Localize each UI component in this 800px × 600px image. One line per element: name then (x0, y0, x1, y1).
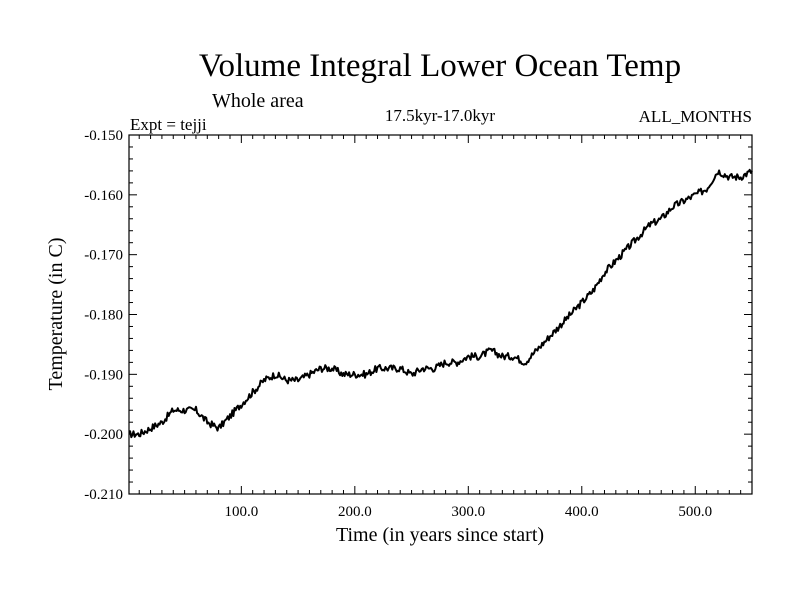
tick-labels: 100.0 200.0 300.0 400.0 500.0 -0.150 -0.160 -0.… (84, 128, 712, 520)
y-tick-label: -0.160 (84, 188, 123, 204)
x-axis-label: Time (in years since start) (336, 524, 544, 546)
axis-ticks (129, 134, 752, 495)
chart-subtitle: Whole area (212, 90, 304, 112)
chart-title: Volume Integral Lower Ocean Temp (199, 48, 681, 84)
series-line (128, 168, 753, 439)
season-label: ALL_MONTHS (639, 107, 752, 126)
y-axis-label: Temperature (in C) (45, 238, 67, 391)
y-tick-label: -0.200 (84, 427, 123, 443)
plot-frame (128, 134, 753, 495)
x-tick-label: 500.0 (678, 504, 712, 520)
experiment-label: Expt = tejji (130, 115, 207, 134)
x-tick-label: 200.0 (338, 504, 372, 520)
y-tick-label: -0.210 (84, 487, 123, 503)
period-label: 17.5kyr-17.0kyr (385, 106, 495, 125)
y-tick-label: -0.190 (84, 367, 123, 383)
y-tick-label: -0.170 (84, 248, 123, 264)
y-tick-label: -0.180 (84, 308, 123, 324)
x-tick-label: 300.0 (451, 504, 485, 520)
x-tick-label: 400.0 (565, 504, 599, 520)
y-tick-label: -0.150 (84, 128, 123, 144)
x-tick-label: 100.0 (224, 504, 258, 520)
